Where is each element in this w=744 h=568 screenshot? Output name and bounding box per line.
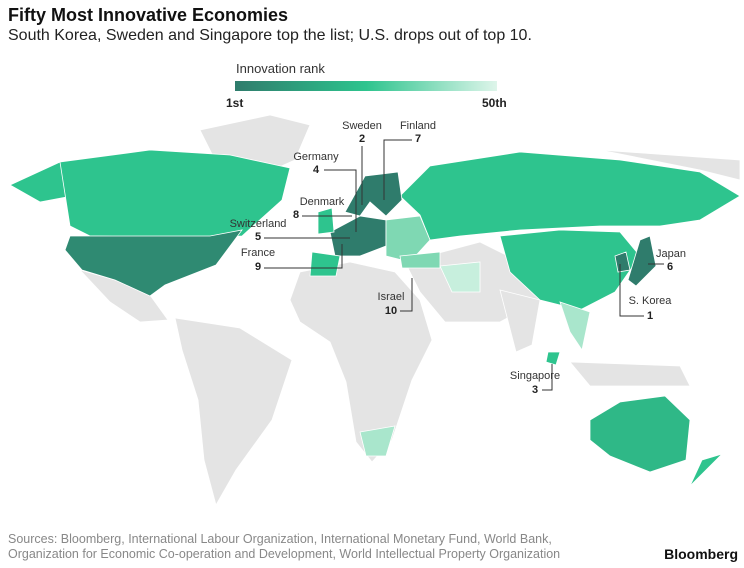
australia: [589, 395, 691, 473]
north-asia: [599, 149, 741, 181]
rank-germany: 4: [312, 164, 320, 176]
south-africa: [359, 425, 396, 457]
label-switzerland: Switzerland: [229, 218, 287, 230]
label-finland: Finland: [399, 120, 437, 132]
legend-low: 1st: [226, 96, 244, 110]
legend-title: Innovation rank: [236, 61, 325, 76]
leader-israel: [400, 278, 413, 312]
subtitle: South Korea, Sweden and Singapore top th…: [8, 27, 532, 44]
western-europe: [329, 215, 387, 257]
sources: Sources: Bloomberg, International Labour…: [8, 532, 560, 562]
leader-germany: [324, 169, 357, 232]
south-korea: [614, 251, 631, 273]
label-israel: Israel: [377, 291, 405, 303]
rank-singapore: 3: [531, 384, 539, 396]
rank-s-korea: 1: [646, 310, 654, 322]
rank-france: 9: [254, 261, 262, 273]
sources-line-1: Sources: Bloomberg, International Labour…: [8, 532, 552, 546]
sources-line-2: Organization for Economic Co-operation a…: [8, 547, 561, 561]
russia: [399, 151, 741, 241]
iran: [439, 261, 481, 293]
rank-denmark: 8: [292, 209, 300, 221]
rank-switzerland: 5: [254, 231, 262, 243]
malaysia: [545, 351, 561, 366]
eastern-europe: [385, 215, 431, 263]
title: Fifty Most Innovative Economies: [8, 5, 289, 25]
south-america: [174, 317, 293, 507]
japan: [627, 235, 657, 287]
leader-france: [264, 244, 343, 269]
bloomberg-logo: Bloomberg: [664, 546, 738, 562]
leader-finland: [383, 139, 412, 200]
china: [499, 229, 641, 311]
india: [499, 289, 541, 353]
turkey: [399, 251, 441, 269]
united-states: [64, 229, 243, 297]
label-denmark: Denmark: [299, 196, 345, 208]
new-zealand: [689, 453, 723, 487]
rank-finland: 7: [414, 133, 422, 145]
label-s-korea: S. Korea: [628, 295, 672, 307]
label-singapore: Singapore: [509, 370, 561, 382]
indonesia: [569, 361, 691, 387]
southeast-asia: [559, 301, 591, 352]
label-sweden: Sweden: [342, 120, 382, 132]
rank-sweden: 2: [358, 133, 366, 145]
rank-japan: 6: [666, 261, 674, 273]
uk: [317, 207, 335, 235]
legend-gradient: [235, 81, 497, 91]
canada: [59, 149, 291, 239]
label-france: France: [240, 247, 276, 259]
label-japan: Japan: [656, 248, 686, 260]
legend-high: 50th: [482, 96, 507, 110]
rank-israel: 10: [384, 305, 398, 317]
leader-singapore: [542, 364, 553, 391]
leader-lines: [264, 139, 664, 391]
scandinavia: [344, 171, 403, 217]
spain: [309, 251, 341, 277]
leader-korea: [619, 264, 644, 317]
label-germany: Germany: [293, 151, 339, 163]
